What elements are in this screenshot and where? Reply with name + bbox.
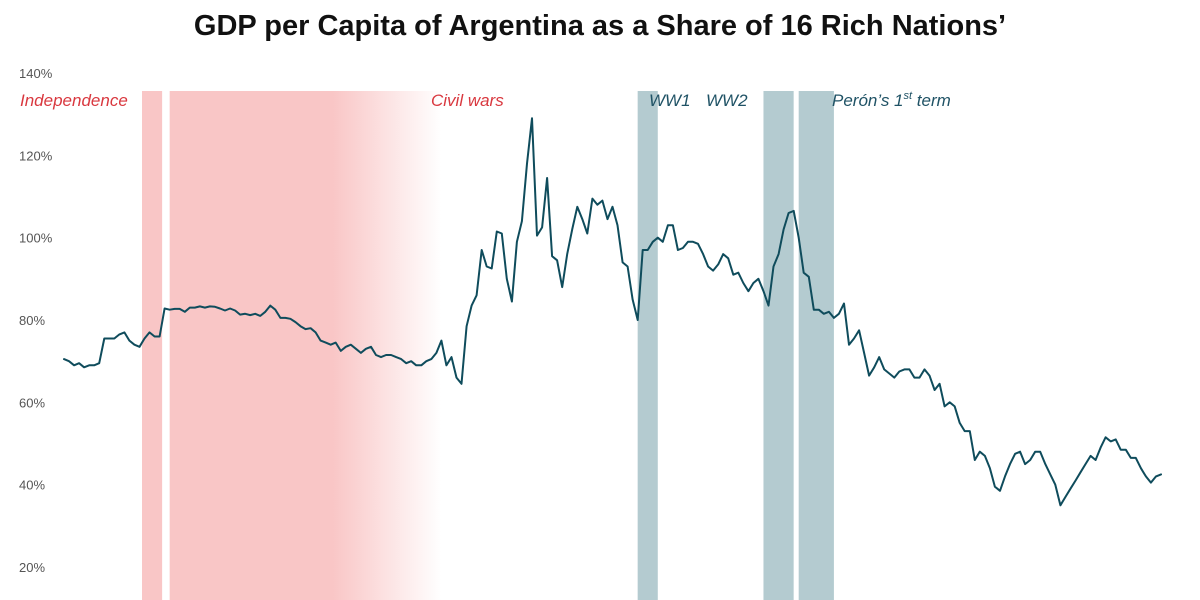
event-band-0 bbox=[141, 91, 163, 600]
event-band-4 bbox=[798, 91, 834, 600]
y-tick-label-1: 40% bbox=[19, 478, 45, 493]
y-axis-ticks: 20% 40% 60% 80% 100% 120% 140% bbox=[19, 66, 53, 575]
event-label-1: Civil wars bbox=[431, 91, 504, 110]
y-tick-label-4: 100% bbox=[19, 231, 53, 246]
y-tick-label-6: 140% bbox=[19, 66, 53, 81]
event-label-2: WW1 bbox=[649, 91, 691, 110]
series-layer bbox=[63, 117, 1162, 507]
event-label-0: Independence bbox=[20, 91, 128, 110]
event-label-3: WW2 bbox=[706, 91, 748, 110]
y-tick-label-3: 80% bbox=[19, 313, 45, 328]
y-tick-label-5: 120% bbox=[19, 148, 53, 163]
event-band-2 bbox=[637, 91, 658, 600]
y-tick-label-2: 60% bbox=[19, 395, 45, 410]
series-line-0 bbox=[63, 117, 1162, 507]
y-tick-label-0: 20% bbox=[19, 560, 45, 575]
event-bands bbox=[141, 91, 834, 600]
event-labels: Independence Civil wars WW1 WW2 Perón’s 1st … bbox=[20, 90, 951, 110]
event-band-1 bbox=[169, 91, 442, 600]
event-label-4: Perón’s 1st term bbox=[832, 90, 951, 110]
event-band-3 bbox=[763, 91, 794, 600]
chart-title: GDP per Capita of Argentina as a Share o… bbox=[193, 10, 1007, 42]
